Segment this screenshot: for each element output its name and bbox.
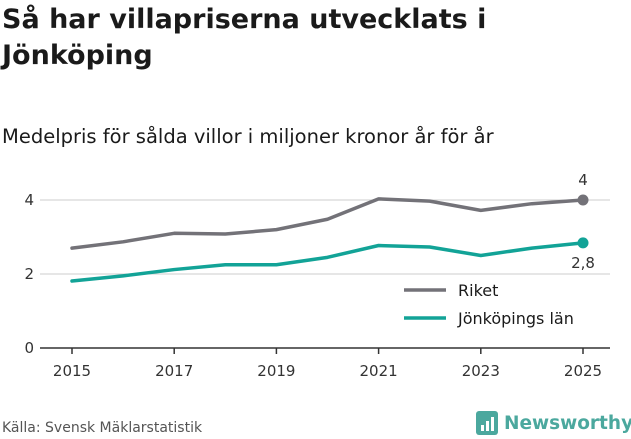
x-tick-label: 2019	[257, 362, 295, 380]
x-tick-label: 2025	[564, 362, 602, 380]
y-tick-label: 2	[24, 265, 34, 283]
x-tick-label: 2021	[360, 362, 398, 380]
x-tick-label: 2017	[155, 362, 193, 380]
y-tick-label: 4	[24, 191, 34, 209]
end-point-marker	[577, 194, 589, 206]
legend-label: Riket	[458, 281, 498, 300]
series-line-lan	[70, 241, 585, 283]
chart-subtitle: Medelpris för sålda villor i miljoner kr…	[2, 125, 494, 148]
end-point-marker	[577, 237, 589, 249]
legend-label: Jönköpings län	[457, 309, 574, 328]
end-value-label: 4	[578, 171, 588, 189]
series-line-riket	[70, 197, 585, 250]
x-tick-label: 2015	[53, 362, 91, 380]
x-tick-label: 2023	[462, 362, 500, 380]
end-value-label: 2,8	[571, 254, 595, 272]
brand-name: Newsworthy	[504, 412, 631, 434]
newsworthy-logo: Newsworthy	[476, 409, 631, 437]
legend-background	[396, 276, 610, 340]
bar-chart-icon	[476, 411, 498, 435]
chart-title: Så har villapriserna utvecklats i Jönköp…	[2, 4, 487, 71]
y-tick-label: 0	[24, 339, 34, 357]
source-note: Källa: Svensk Mäklarstatistik	[2, 420, 203, 436]
